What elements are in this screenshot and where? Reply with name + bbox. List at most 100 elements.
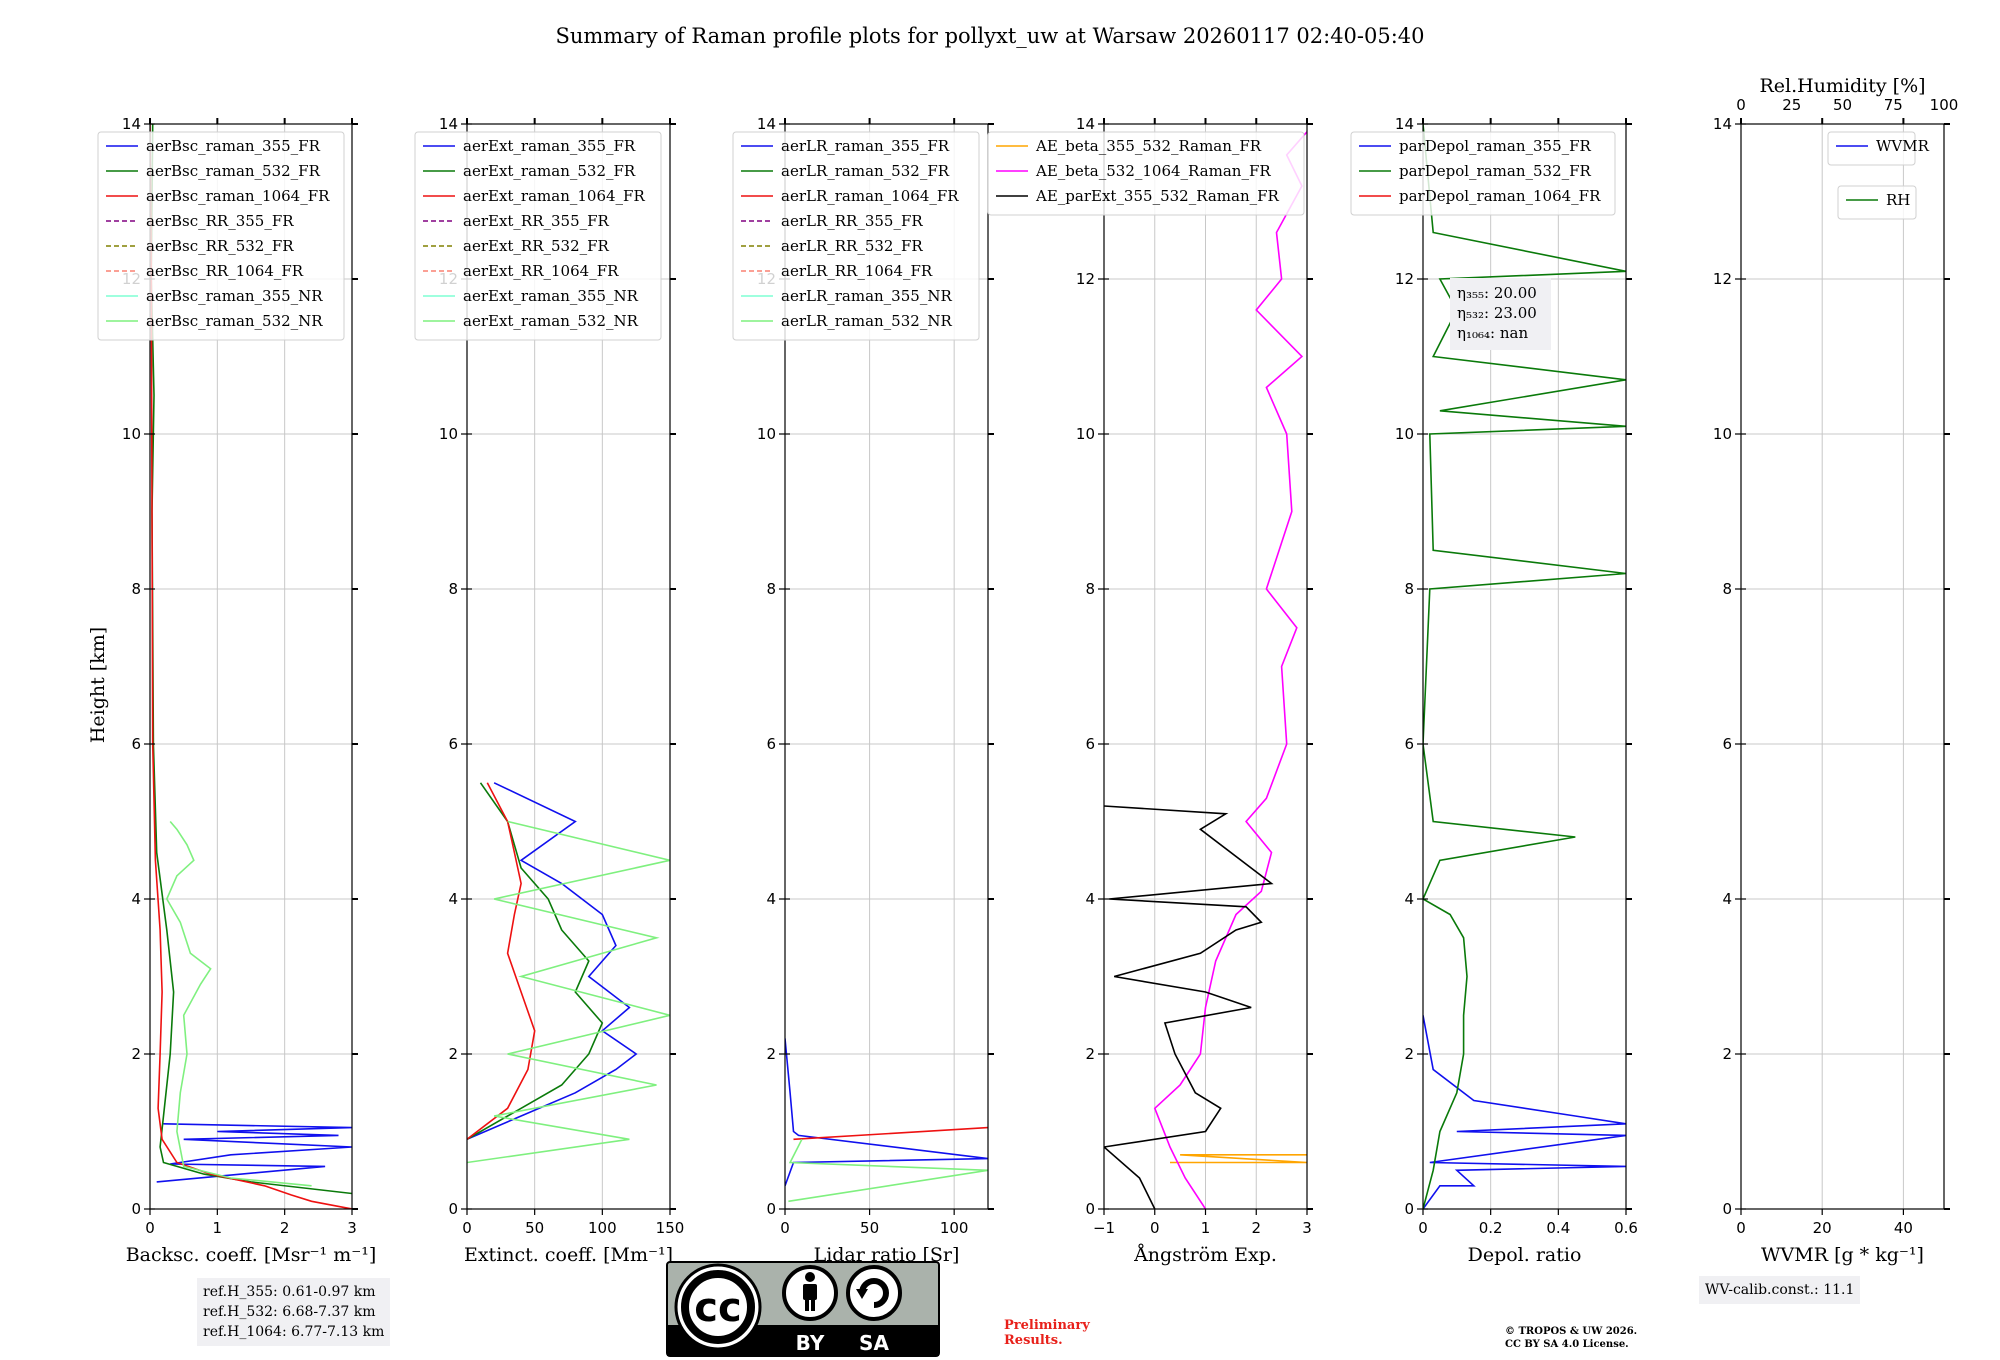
- x-axis-label: Backsc. coeff. [Msr⁻¹ m⁻¹]: [126, 1244, 377, 1266]
- legend-label: aerExt_RR_532_FR: [463, 237, 610, 255]
- legend-label: aerLR_raman_532_NR: [781, 312, 952, 330]
- legend-label: aerLR_raman_532_FR: [781, 162, 950, 180]
- legend-box: [1350, 131, 1616, 216]
- legend-label: aerBsc_RR_355_FR: [146, 212, 294, 230]
- wv-calib-text: WV-calib.const.: 11.1: [1705, 1282, 1855, 1298]
- top-x-tick-label: 50: [1833, 96, 1852, 114]
- copyright-text: © TROPOS & UW 2026. CC BY SA 4.0 License…: [1505, 1326, 1638, 1350]
- x-tick-label: 1: [1201, 1219, 1211, 1237]
- x-tick-label: 0.6: [1614, 1219, 1638, 1237]
- preliminary-results-label: Preliminary Results.: [1004, 1318, 1090, 1348]
- y-tick-label: 2: [448, 1045, 458, 1063]
- legend-label: aerExt_RR_355_FR: [463, 212, 610, 230]
- x-tick-label: 3: [347, 1219, 357, 1237]
- x-tick-label: 50: [860, 1219, 879, 1237]
- legend-label: aerExt_raman_355_NR: [463, 287, 639, 305]
- series-group: [1423, 124, 1626, 1209]
- cc-by-sa-license-badge: cc BY SA: [666, 1261, 940, 1357]
- legend-box: [1827, 131, 1916, 166]
- legend-box: [1837, 185, 1917, 220]
- x-tick-label: 0: [1418, 1219, 1428, 1237]
- sa-label: SA: [859, 1331, 889, 1355]
- sa-share-alike-icon: [846, 1265, 902, 1321]
- top-x-axis-label: Rel.Humidity [%]: [1759, 75, 1925, 97]
- y-tick-label: 14: [1076, 115, 1095, 133]
- series-line-aerLR_raman_1064_FR: [793, 1126, 988, 1141]
- series-line-aerBsc_raman_355_FR: [156, 1123, 352, 1183]
- legend-label: parDepol_raman_355_FR: [1399, 137, 1592, 155]
- y-tick-label: 2: [1722, 1045, 1732, 1063]
- panel-depolarization: 0 2 4 6 8 10 12 14 0 0.2 0.4 0.6 Depol. ratio parDepo…: [1350, 115, 1638, 1266]
- series-line-aerBsc_raman_1064_FR: [150, 124, 352, 1209]
- legend-box: [987, 131, 1305, 216]
- legend-label: aerExt_raman_532_NR: [463, 312, 639, 330]
- series-group: [785, 1038, 988, 1203]
- legend-label: aerBsc_RR_1064_FR: [146, 262, 304, 280]
- series-line-aerExt_raman_532_NR: [467, 820, 670, 1164]
- y-tick-label: 10: [1076, 425, 1095, 443]
- legend-label: aerExt_raman_355_FR: [463, 137, 636, 155]
- legend-label: aerLR_RR_532_FR: [781, 237, 923, 255]
- legend-label: AE_beta_532_1064_Raman_FR: [1035, 162, 1271, 180]
- y-tick-label: 8: [1085, 580, 1095, 598]
- axes-frame: [466, 123, 671, 1210]
- y-tick-label: 14: [1395, 115, 1414, 133]
- x-axis-label: Depol. ratio: [1468, 1244, 1582, 1266]
- x-tick-label: 100: [940, 1219, 969, 1237]
- x-tick-label: 0.4: [1546, 1219, 1570, 1237]
- x-tick-label: 150: [656, 1219, 685, 1237]
- y-tick-label: 14: [757, 115, 776, 133]
- x-tick-label: 2: [1251, 1219, 1261, 1237]
- y-tick-label: 6: [1404, 735, 1414, 753]
- x-tick-label: 0: [1150, 1219, 1160, 1237]
- reference-height-note: ref.H_355: 0.61-0.97 km ref.H_532: 6.68-…: [197, 1278, 391, 1346]
- refh-355-text: ref.H_355: 0.61-0.97 km: [203, 1284, 376, 1300]
- x-tick-label: 0: [462, 1219, 472, 1237]
- legend-label: aerBsc_raman_1064_FR: [146, 187, 330, 205]
- cc-icon: cc: [694, 1285, 741, 1331]
- axes-frame: [784, 123, 989, 1210]
- legend-box: [732, 131, 980, 341]
- refh-532-text: ref.H_532: 6.68-7.37 km: [203, 1304, 376, 1320]
- y-tick-label: 10: [122, 425, 141, 443]
- eta-355-label: η₃₅₅: 20.00: [1457, 284, 1537, 302]
- x-tick-label: 0.2: [1479, 1219, 1503, 1237]
- legend-label: WVMR: [1876, 137, 1930, 155]
- y-tick-label: 4: [1404, 890, 1414, 908]
- y-tick-label: 6: [1722, 735, 1732, 753]
- series-group: [1104, 131, 1307, 1209]
- wv-calibration-note: WV-calib.const.: 11.1: [1699, 1276, 1861, 1304]
- refh-1064-text: ref.H_1064: 6.77-7.13 km: [203, 1324, 385, 1340]
- y-tick-label: 12: [1395, 270, 1414, 288]
- legend-label: aerBsc_raman_355_NR: [146, 287, 323, 305]
- legend-label: aerExt_RR_1064_FR: [463, 262, 619, 280]
- legend-rh: RH: [1837, 185, 1917, 220]
- y-tick-label: 0: [1085, 1200, 1095, 1218]
- legend-label: aerExt_raman_532_FR: [463, 162, 636, 180]
- y-tick-label: 4: [1085, 890, 1095, 908]
- top-x-tick-label: 25: [1782, 96, 1801, 114]
- y-tick-label: 8: [131, 580, 141, 598]
- y-tick-label: 8: [448, 580, 458, 598]
- legend: aerBsc_raman_355_FR aerBsc_raman_532_FRae…: [97, 131, 345, 341]
- legend-box: [97, 131, 345, 341]
- y-tick-label: 12: [1076, 270, 1095, 288]
- y-tick-label: 6: [766, 735, 776, 753]
- series-line-AE_beta_355_532_Raman_FR: [1170, 1154, 1307, 1164]
- y-tick-label: 0: [1722, 1200, 1732, 1218]
- eta-532-label: η₅₃₂: 23.00: [1457, 304, 1537, 322]
- x-tick-label: 20: [1813, 1219, 1832, 1237]
- legend-label: aerExt_raman_1064_FR: [463, 187, 645, 205]
- y-tick-label: 6: [448, 735, 458, 753]
- legend: WVMR: [1827, 131, 1930, 166]
- x-tick-label: 50: [525, 1219, 544, 1237]
- y-tick-label: 4: [448, 890, 458, 908]
- x-axis-label: Extinct. coeff. [Mm⁻¹]: [464, 1244, 673, 1266]
- panel-lidar_ratio: 02468101214050100Lidar ratio [Sr]aerLR_r…: [732, 115, 994, 1266]
- top-x-tick-label: 100: [1930, 96, 1959, 114]
- legend: aerLR_raman_355_FR aerLR_raman_532_FR aerL…: [732, 131, 980, 341]
- y-tick-label: 8: [766, 580, 776, 598]
- y-tick-label: 8: [1404, 580, 1414, 598]
- y-tick-label: 14: [122, 115, 141, 133]
